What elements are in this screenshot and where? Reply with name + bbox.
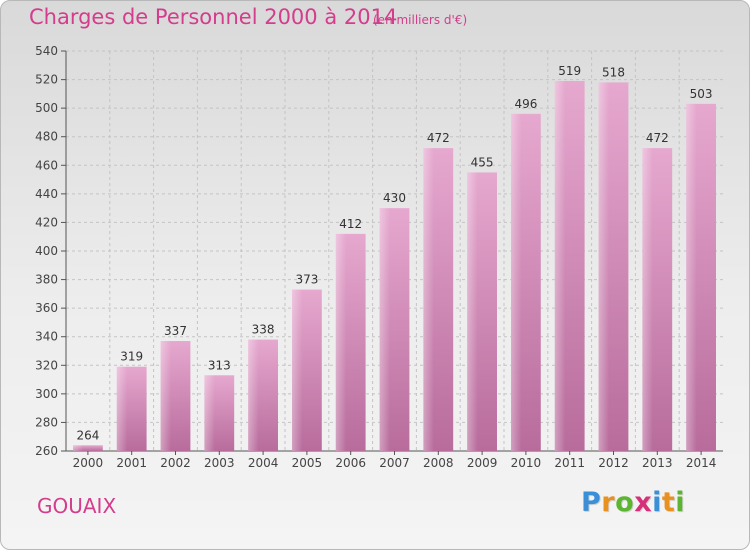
x-tick-label: 2001 [116, 456, 147, 470]
bar-highlight [642, 148, 653, 451]
place-name: GOUAIX [37, 494, 117, 518]
x-tick-label: 2004 [248, 456, 279, 470]
y-tick-label: 320 [35, 358, 58, 372]
logo-letter: o [615, 487, 635, 518]
bar-highlight [160, 341, 172, 451]
bar-highlight [73, 445, 84, 451]
chart-subtitle: (en milliers d'€) [373, 13, 468, 27]
y-tick-label: 420 [35, 215, 58, 229]
bar-highlight [598, 82, 610, 451]
bar-highlight [686, 103, 697, 451]
x-tick-label: 2013 [642, 456, 673, 470]
x-tick-label: 2008 [423, 456, 454, 470]
data-label: 455 [471, 155, 494, 169]
y-tick-label: 480 [35, 130, 58, 144]
y-tick-label: 380 [35, 273, 58, 287]
bar-highlight [248, 339, 259, 451]
logo-letter: i [652, 487, 662, 518]
data-label: 319 [120, 350, 143, 364]
data-label: 337 [164, 324, 187, 338]
x-tick-label: 2014 [686, 456, 717, 470]
data-label: 472 [427, 131, 450, 145]
y-tick-label: 280 [35, 415, 58, 429]
y-tick-label: 460 [35, 158, 58, 172]
bar-highlight [423, 148, 434, 451]
data-label: 472 [646, 131, 669, 145]
y-tick-label: 440 [35, 187, 58, 201]
logo-letter: r [601, 487, 616, 518]
bar [73, 445, 103, 451]
bar-highlight [467, 172, 478, 451]
x-tick-label: 2005 [292, 456, 323, 470]
y-tick-label: 260 [35, 444, 58, 458]
y-tick-label: 400 [35, 244, 58, 258]
data-label: 264 [76, 428, 99, 442]
x-tick-label: 2000 [73, 456, 104, 470]
data-label: 518 [602, 65, 625, 79]
x-tick-label: 2012 [598, 456, 629, 470]
bar-highlight [379, 208, 391, 451]
bar-highlight [511, 113, 522, 451]
logo-letter: t [661, 487, 676, 518]
x-tick-label: 2003 [204, 456, 235, 470]
x-tick-label: 2010 [511, 456, 542, 470]
y-tick-label: 300 [35, 387, 58, 401]
data-label: 503 [690, 87, 713, 101]
y-tick-label: 540 [35, 44, 58, 58]
data-label: 496 [514, 97, 537, 111]
data-label: 373 [295, 273, 318, 287]
y-tick-label: 500 [35, 101, 58, 115]
data-label: 338 [252, 323, 275, 337]
data-label: 412 [339, 217, 362, 231]
logo-letter: i [675, 487, 686, 518]
data-label: 313 [208, 358, 231, 372]
bar-highlight [204, 375, 215, 451]
chart-title: Charges de Personnel 2000 à 2014 [29, 5, 398, 29]
x-tick-label: 2011 [554, 456, 585, 470]
x-tick-label: 2006 [335, 456, 366, 470]
data-label: 430 [383, 191, 406, 205]
bar-highlight [292, 289, 303, 451]
y-tick-label: 360 [35, 301, 58, 315]
data-label: 519 [558, 64, 581, 78]
proxiti-logo: Proxiti [581, 487, 685, 518]
bar-highlight [554, 81, 566, 451]
x-tick-label: 2007 [379, 456, 410, 470]
x-tick-label: 2009 [467, 456, 498, 470]
logo-letter: P [581, 487, 602, 518]
bar-highlight [116, 366, 128, 451]
y-tick-label: 520 [35, 73, 58, 87]
y-tick-label: 340 [35, 330, 58, 344]
bar-highlight [335, 233, 347, 451]
logo-letter: x [634, 487, 653, 518]
x-tick-label: 2002 [160, 456, 191, 470]
